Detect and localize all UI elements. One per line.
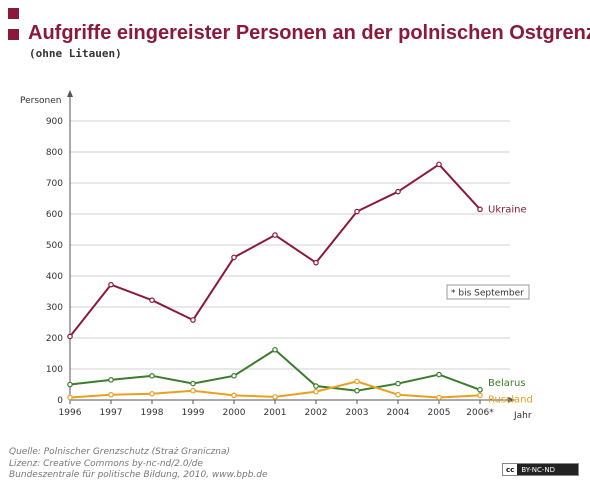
data-point-belarus-1999: [190, 380, 196, 387]
axes: [67, 90, 515, 404]
series-label-russland: Russland: [488, 394, 533, 405]
data-point-russland-2001: [272, 394, 278, 400]
y-tick-500: 500: [46, 241, 63, 251]
source-footer: Quelle: Polnischer Grenzschutz (Straż Gr…: [9, 447, 268, 482]
data-point-ukraine-1999: [190, 317, 196, 323]
data-point-belarus-2006: [477, 386, 483, 393]
data-point-ukraine-2002: [313, 259, 319, 266]
footer-source: Quelle: Polnischer Grenzschutz (Straż Gr…: [9, 447, 230, 457]
data-point-russland-2003: [354, 378, 360, 385]
data-point-ukraine-2003: [354, 208, 360, 215]
license-badge-label: BY-NC-ND: [521, 465, 555, 474]
series-label-belarus: Belarus: [488, 378, 526, 389]
y-tick-900: 900: [46, 117, 63, 127]
data-point-ukraine-1998: [149, 297, 155, 303]
y-tick-labels: 0 100 200 300 400 500 600 700 800 900: [46, 117, 63, 406]
x-axis-label: Jahr: [513, 411, 532, 421]
title-bullet-top: [8, 8, 19, 19]
series-label-ukraine: Ukraine: [488, 204, 527, 215]
cc-logo-icon: cc: [503, 464, 518, 475]
data-point-belarus-2002: [313, 383, 319, 389]
x-tick-1997: 1997: [100, 408, 123, 418]
y-tick-800: 800: [46, 148, 63, 158]
data-point-ukraine-2005: [436, 161, 442, 168]
data-point-russland-1999: [190, 387, 196, 394]
data-point-russland-2000: [231, 392, 237, 399]
license-badge[interactable]: cc BY-NC-ND: [502, 463, 579, 476]
footer-publisher: Bundeszentrale für politische Bildung, 2…: [9, 470, 268, 480]
annotation-box: * bis September: [446, 284, 530, 300]
data-point-ukraine-2006: [477, 206, 483, 213]
data-point-ukraine-2004: [395, 188, 401, 195]
x-tick-2001: 2001: [264, 408, 287, 418]
x-tick-2004: 2004: [387, 408, 410, 418]
y-tick-100: 100: [46, 365, 63, 375]
data-point-belarus-2005: [436, 371, 442, 378]
series-labels: Ukraine Belarus Russland: [488, 204, 533, 405]
x-tick-1996: 1996: [59, 408, 82, 418]
data-point-ukraine-1996: [67, 333, 73, 340]
data-point-ukraine-2000: [231, 254, 237, 261]
y-tick-700: 700: [46, 179, 63, 189]
x-tick-1998: 1998: [141, 408, 164, 418]
data-point-ukraine-1997: [108, 281, 114, 288]
annotation-text: * bis September: [451, 289, 524, 299]
y-axis-arrow: [67, 90, 73, 97]
data-point-belarus-1998: [149, 373, 155, 379]
x-tick-2006: 2006*: [466, 408, 494, 418]
data-point-belarus-2003: [354, 387, 360, 394]
data-point-belarus-2001: [272, 346, 278, 353]
data-point-russland-1997: [108, 391, 114, 398]
x-tick-1999: 1999: [182, 408, 205, 418]
data-point-russland-2002: [313, 388, 319, 395]
data-point-belarus-2004: [395, 380, 401, 387]
chart-subtitle: (ohne Litauen): [29, 47, 122, 60]
x-tick-labels: 1996 1997 1998 1999 2000 2001 2002 2003 2004 2005…: [59, 408, 495, 418]
y-tick-400: 400: [46, 272, 63, 282]
x-tick-2000: 2000: [223, 408, 246, 418]
data-point-ukraine-2001: [272, 232, 278, 238]
x-axis-arrow: [508, 397, 515, 403]
data-point-russland-2004: [395, 391, 401, 398]
data-point-belarus-1997: [108, 377, 114, 383]
data-point-russland-2005: [436, 394, 442, 401]
series-lines: [67, 161, 483, 401]
footer-license: Lizenz: Creative Commons by-nc-nd/2.0/de: [9, 458, 203, 469]
title-bullet: [8, 29, 19, 40]
data-point-russland-2006: [477, 392, 483, 399]
series-line-ukraine: [69, 163, 481, 338]
y-axis-label: Personen: [20, 96, 61, 106]
y-tick-0: 0: [57, 396, 63, 406]
x-tick-2005: 2005: [428, 408, 451, 418]
data-point-belarus-1996: [67, 381, 73, 388]
series-line-belarus: [69, 348, 481, 392]
data-point-russland-1998: [149, 390, 155, 397]
y-tick-200: 200: [46, 334, 63, 344]
data-point-belarus-2000: [231, 373, 237, 379]
y-tick-600: 600: [46, 210, 63, 220]
chart-title: Aufgriffe eingereister Personen an der p…: [28, 22, 590, 44]
data-point-russland-1996: [67, 394, 73, 401]
x-tick-2003: 2003: [346, 408, 369, 418]
y-tick-300: 300: [46, 303, 63, 313]
x-tick-2002: 2002: [305, 408, 328, 418]
